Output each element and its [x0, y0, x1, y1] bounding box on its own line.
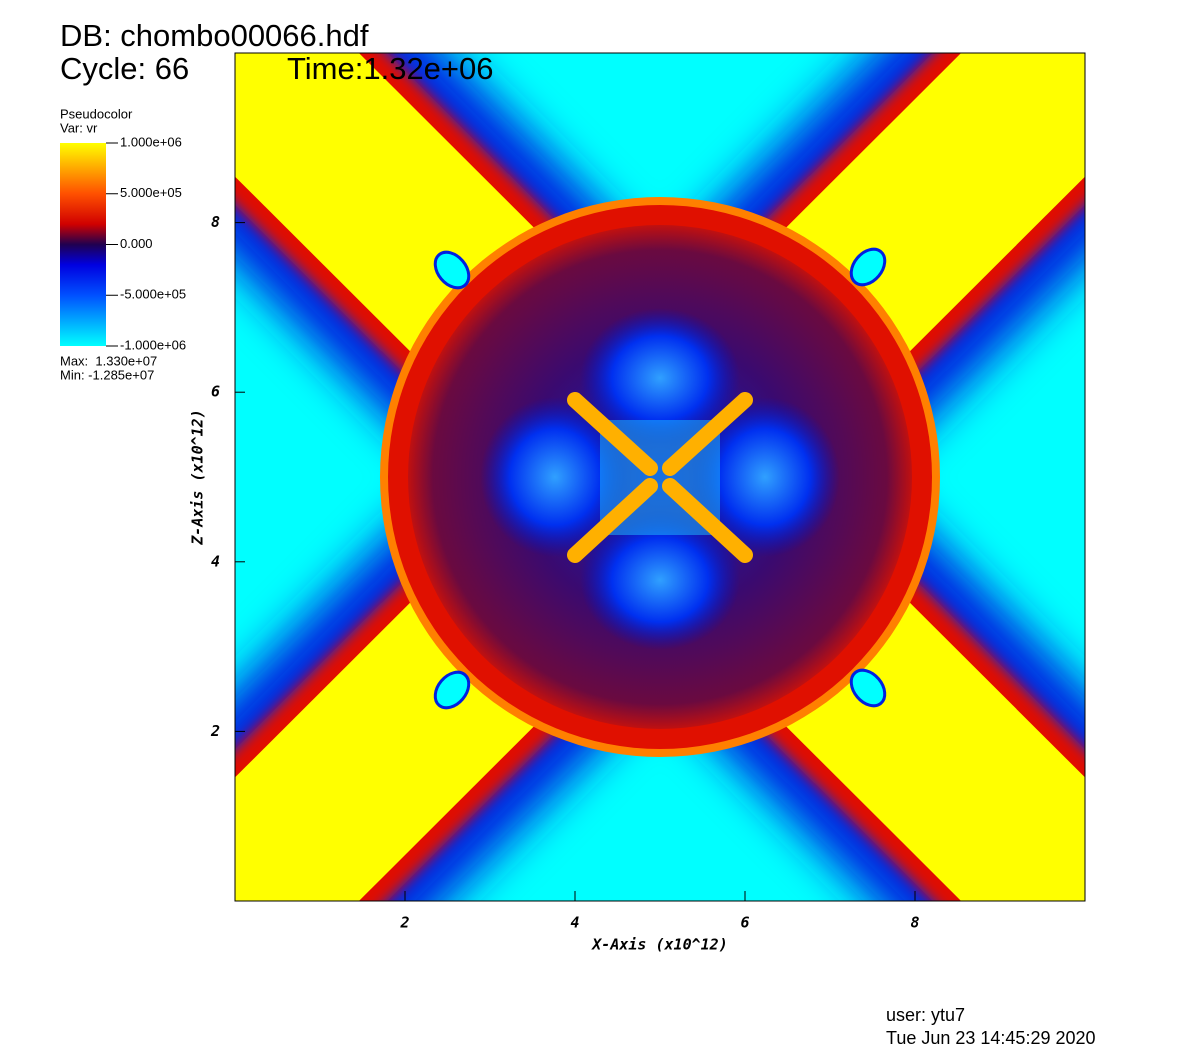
field [235, 53, 1085, 901]
legend-max: Max: 1.330e+07 [60, 353, 157, 368]
date: Tue Jun 23 14:45:29 2020 [886, 1028, 1096, 1048]
plot-frame [234, 52, 1086, 902]
db-title: DB: chombo00066.hdf [60, 18, 369, 53]
x-axis-label: X-Axis (x10^12) [590, 936, 727, 954]
y-tick-label: 4 [211, 552, 220, 570]
x-tick-label: 6 [740, 914, 749, 932]
y-tick-label: 8 [211, 213, 220, 231]
y-tick-label: 6 [211, 383, 220, 401]
colorbar [60, 143, 106, 346]
x-tick-label: 2 [399, 914, 409, 932]
x-tick-label: 8 [910, 914, 919, 932]
legend-title: Pseudocolor [60, 106, 133, 121]
x-tick-label: 4 [570, 914, 579, 932]
y-axis-label: Z-Axis (x10^12) [189, 409, 207, 545]
colorbar-tick-label: 0.000 [120, 236, 153, 251]
legend-var: Var: vr [60, 120, 98, 135]
colorbar-tick-label: -1.000e+06 [120, 337, 186, 352]
colorbar-tick-label: 1.000e+06 [120, 134, 182, 149]
cycle: Cycle: 66 [60, 51, 189, 86]
colorbar-tick-label: -5.000e+05 [120, 287, 186, 302]
y-tick-label: 2 [210, 722, 220, 740]
colorbar-tick-label: 5.000e+05 [120, 185, 182, 200]
time: Time:1.32e+06 [287, 51, 494, 86]
legend-min: Min: -1.285e+07 [60, 367, 154, 382]
user: user: ytu7 [886, 1005, 965, 1025]
